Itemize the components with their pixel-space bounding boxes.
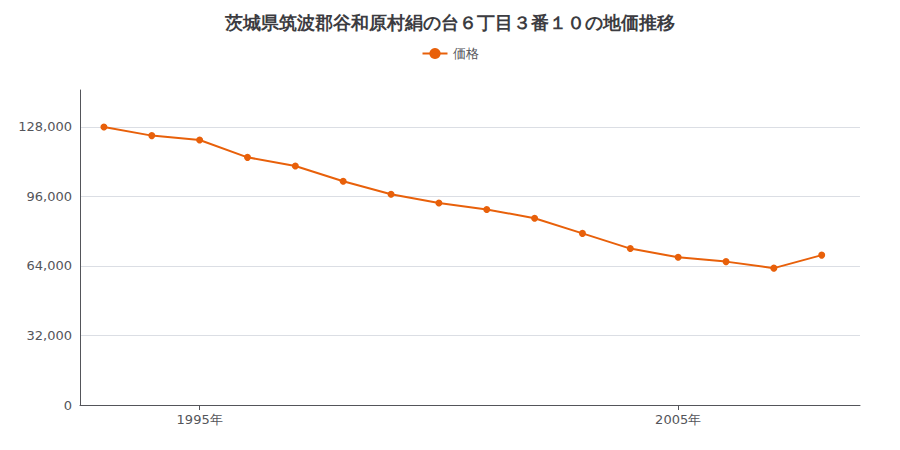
svg-text:1995年: 1995年 bbox=[177, 412, 223, 427]
svg-text:96,000: 96,000 bbox=[27, 189, 73, 204]
svg-text:128,000: 128,000 bbox=[18, 119, 72, 134]
svg-text:0: 0 bbox=[64, 398, 72, 413]
svg-text:茨城県筑波郡谷和原村絹の台６丁目３番１０の地価推移: 茨城県筑波郡谷和原村絹の台６丁目３番１０の地価推移 bbox=[224, 12, 675, 33]
svg-text:2005年: 2005年 bbox=[655, 412, 701, 427]
svg-text:64,000: 64,000 bbox=[27, 258, 73, 273]
svg-text:価格: 価格 bbox=[453, 46, 479, 61]
svg-text:32,000: 32,000 bbox=[27, 328, 73, 343]
